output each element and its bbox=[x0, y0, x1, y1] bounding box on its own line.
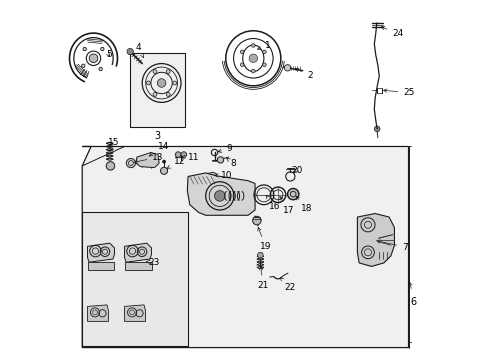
Text: 24: 24 bbox=[380, 27, 403, 38]
Circle shape bbox=[81, 64, 85, 67]
Circle shape bbox=[106, 162, 114, 170]
Text: 21: 21 bbox=[257, 266, 268, 290]
Circle shape bbox=[240, 63, 244, 67]
Text: 22: 22 bbox=[280, 278, 295, 292]
Circle shape bbox=[284, 65, 290, 71]
Text: 5: 5 bbox=[105, 50, 111, 59]
Circle shape bbox=[160, 167, 167, 174]
Circle shape bbox=[175, 152, 181, 157]
Circle shape bbox=[287, 189, 298, 200]
Text: 16: 16 bbox=[265, 195, 280, 211]
Polygon shape bbox=[124, 262, 151, 270]
Text: 25: 25 bbox=[383, 88, 414, 97]
Circle shape bbox=[163, 160, 165, 163]
Polygon shape bbox=[187, 173, 255, 215]
Text: 12: 12 bbox=[167, 157, 184, 168]
Text: 13: 13 bbox=[134, 153, 163, 163]
Text: 18: 18 bbox=[296, 196, 311, 213]
Circle shape bbox=[166, 93, 170, 96]
Circle shape bbox=[146, 81, 150, 85]
Circle shape bbox=[374, 126, 379, 132]
Text: 8: 8 bbox=[226, 158, 236, 168]
Text: 15: 15 bbox=[108, 139, 120, 150]
Circle shape bbox=[99, 67, 102, 71]
Text: 6: 6 bbox=[409, 297, 415, 307]
Text: 19: 19 bbox=[257, 228, 271, 251]
Polygon shape bbox=[87, 305, 108, 321]
Text: 10: 10 bbox=[214, 171, 232, 180]
Text: 20: 20 bbox=[290, 166, 302, 175]
Polygon shape bbox=[124, 305, 145, 321]
Text: 2: 2 bbox=[295, 68, 312, 80]
Circle shape bbox=[251, 69, 255, 73]
Polygon shape bbox=[136, 153, 159, 168]
Text: 7: 7 bbox=[376, 240, 407, 252]
Circle shape bbox=[101, 48, 104, 51]
Bar bbox=[130, 53, 184, 127]
Circle shape bbox=[127, 48, 133, 55]
Text: 14: 14 bbox=[149, 141, 169, 156]
Bar bbox=[82, 212, 188, 346]
Text: 3: 3 bbox=[154, 131, 160, 141]
Circle shape bbox=[166, 69, 170, 73]
Polygon shape bbox=[87, 243, 114, 262]
Circle shape bbox=[262, 63, 265, 67]
Circle shape bbox=[257, 252, 263, 258]
Text: 9: 9 bbox=[218, 144, 232, 153]
Text: 11: 11 bbox=[182, 153, 199, 162]
Text: 1: 1 bbox=[257, 41, 270, 50]
Circle shape bbox=[240, 50, 244, 54]
Circle shape bbox=[251, 44, 255, 47]
Circle shape bbox=[248, 54, 257, 63]
Circle shape bbox=[153, 69, 157, 73]
Circle shape bbox=[181, 152, 186, 157]
Circle shape bbox=[157, 79, 165, 87]
Circle shape bbox=[172, 81, 176, 85]
Circle shape bbox=[153, 93, 157, 96]
Circle shape bbox=[126, 158, 135, 168]
Polygon shape bbox=[82, 147, 407, 348]
Polygon shape bbox=[124, 243, 151, 262]
Polygon shape bbox=[205, 172, 217, 179]
Circle shape bbox=[83, 48, 86, 51]
Polygon shape bbox=[357, 213, 394, 266]
Text: 23: 23 bbox=[146, 258, 160, 267]
Polygon shape bbox=[87, 262, 114, 270]
Circle shape bbox=[262, 50, 265, 54]
Circle shape bbox=[89, 54, 98, 63]
Text: 17: 17 bbox=[279, 197, 294, 215]
Circle shape bbox=[214, 190, 224, 201]
Circle shape bbox=[252, 216, 261, 225]
Circle shape bbox=[217, 157, 223, 163]
Text: 4: 4 bbox=[136, 43, 143, 58]
